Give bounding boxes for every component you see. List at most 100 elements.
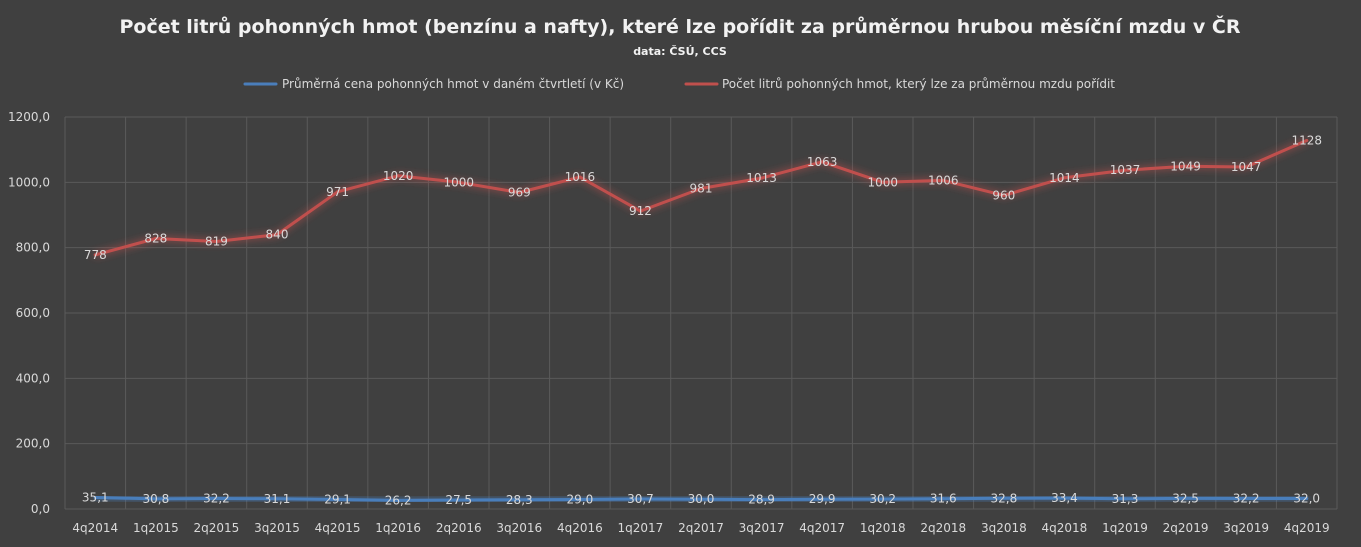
data-label: 1047	[1231, 160, 1262, 174]
x-tick-label: 3q2019	[1223, 521, 1269, 535]
x-tick-label: 2q2017	[678, 521, 724, 535]
data-point	[1305, 139, 1309, 143]
data-point	[1062, 496, 1066, 500]
legend-label-price: Průměrná cena pohonných hmot v daném čtv…	[282, 77, 624, 91]
data-label: 981	[690, 182, 713, 196]
data-label: 840	[266, 228, 289, 242]
data-label: 32,5	[1172, 491, 1199, 505]
data-label: 31,1	[264, 492, 291, 506]
data-label: 971	[326, 185, 349, 199]
x-tick-label: 3q2017	[739, 521, 785, 535]
data-label: 819	[205, 234, 228, 248]
data-label: 1006	[928, 173, 959, 187]
x-tick-label: 3q2018	[981, 521, 1027, 535]
data-label: 1020	[383, 169, 414, 183]
data-label: 828	[144, 232, 167, 246]
data-point	[214, 239, 218, 243]
data-point	[93, 253, 97, 257]
x-tick-label: 2q2018	[920, 521, 966, 535]
legend: Průměrná cena pohonných hmot v daném čtv…	[243, 77, 1115, 91]
data-label: 1000	[443, 175, 474, 189]
x-tick-label: 4q2019	[1284, 521, 1330, 535]
data-point	[517, 190, 521, 194]
x-tick-label: 4q2016	[557, 521, 603, 535]
data-label: 28,9	[748, 493, 775, 507]
x-tick-label: 1q2018	[860, 521, 906, 535]
data-point	[275, 233, 279, 237]
data-point	[396, 174, 400, 178]
data-point	[1244, 496, 1248, 500]
y-tick-label: 400,0	[16, 371, 50, 385]
data-point	[1123, 168, 1127, 172]
data-point	[1062, 176, 1066, 180]
y-axis: 0,0 200,0 400,0 600,0 800,0 1000,0 1200,0	[8, 110, 50, 516]
data-labels: 35,1 30,8 32,2 31,1 29,1 26,2 27,5 28,3 29,0 30,7…	[82, 134, 1322, 508]
data-point	[1123, 497, 1127, 501]
data-point	[820, 497, 824, 501]
data-label: 26,2	[385, 493, 412, 507]
data-label: 1128	[1291, 134, 1322, 148]
data-point	[154, 497, 158, 501]
data-point	[396, 498, 400, 502]
data-point	[154, 237, 158, 241]
data-label: 30,2	[869, 492, 896, 506]
data-point	[1184, 164, 1188, 168]
legend-label-liters: Počet litrů pohonných hmot, který lze za…	[722, 77, 1115, 91]
data-point	[638, 209, 642, 213]
x-tick-label: 1q2017	[618, 521, 664, 535]
x-tick-label: 4q2014	[72, 521, 118, 535]
y-tick-label: 0,0	[31, 502, 50, 516]
data-point	[699, 187, 703, 191]
data-label: 31,3	[1112, 492, 1139, 506]
data-point	[457, 180, 461, 184]
x-tick-label: 4q2018	[1042, 521, 1088, 535]
data-label: 912	[629, 204, 652, 218]
data-label: 29,1	[324, 492, 351, 506]
data-label: 32,0	[1293, 492, 1320, 506]
data-label: 778	[84, 248, 107, 262]
data-label: 28,3	[506, 493, 533, 507]
x-tick-label: 4q2015	[315, 521, 361, 535]
data-label: 1013	[746, 171, 777, 185]
x-tick-label: 1q2019	[1102, 521, 1148, 535]
data-point	[820, 160, 824, 164]
data-point	[1002, 193, 1006, 197]
data-point	[638, 497, 642, 501]
data-point	[93, 496, 97, 500]
data-label: 1016	[565, 170, 596, 184]
data-label: 969	[508, 185, 531, 199]
x-tick-label: 3q2015	[254, 521, 300, 535]
data-point	[578, 498, 582, 502]
y-tick-label: 200,0	[16, 437, 50, 451]
y-tick-label: 1200,0	[8, 110, 50, 124]
series	[93, 139, 1309, 502]
x-tick-label: 1q2016	[375, 521, 421, 535]
x-tick-label: 2q2019	[1163, 521, 1209, 535]
data-label: 29,9	[809, 492, 836, 506]
data-point	[699, 497, 703, 501]
data-point	[1184, 496, 1188, 500]
data-label: 1049	[1170, 159, 1201, 173]
data-point	[336, 190, 340, 194]
data-point	[214, 496, 218, 500]
data-point	[275, 497, 279, 501]
y-tick-label: 600,0	[16, 306, 50, 320]
x-axis: 4q2014 1q2015 2q2015 3q2015 4q2015 1q2016 2q20…	[72, 521, 1329, 535]
data-label: 1000	[867, 175, 898, 189]
y-tick-label: 800,0	[16, 241, 50, 255]
x-tick-label: 3q2016	[496, 521, 542, 535]
gridlines	[64, 116, 1338, 510]
data-point	[1002, 496, 1006, 500]
x-tick-label: 2q2016	[436, 521, 482, 535]
data-point	[517, 498, 521, 502]
data-point	[760, 498, 764, 502]
data-point	[578, 175, 582, 179]
data-label: 35,1	[82, 491, 109, 505]
data-label: 960	[992, 188, 1015, 202]
data-label: 31,6	[930, 492, 957, 506]
data-point	[1305, 497, 1309, 501]
chart-title: Počet litrů pohonných hmot (benzínu a na…	[119, 14, 1240, 38]
data-label: 32,2	[203, 491, 230, 505]
